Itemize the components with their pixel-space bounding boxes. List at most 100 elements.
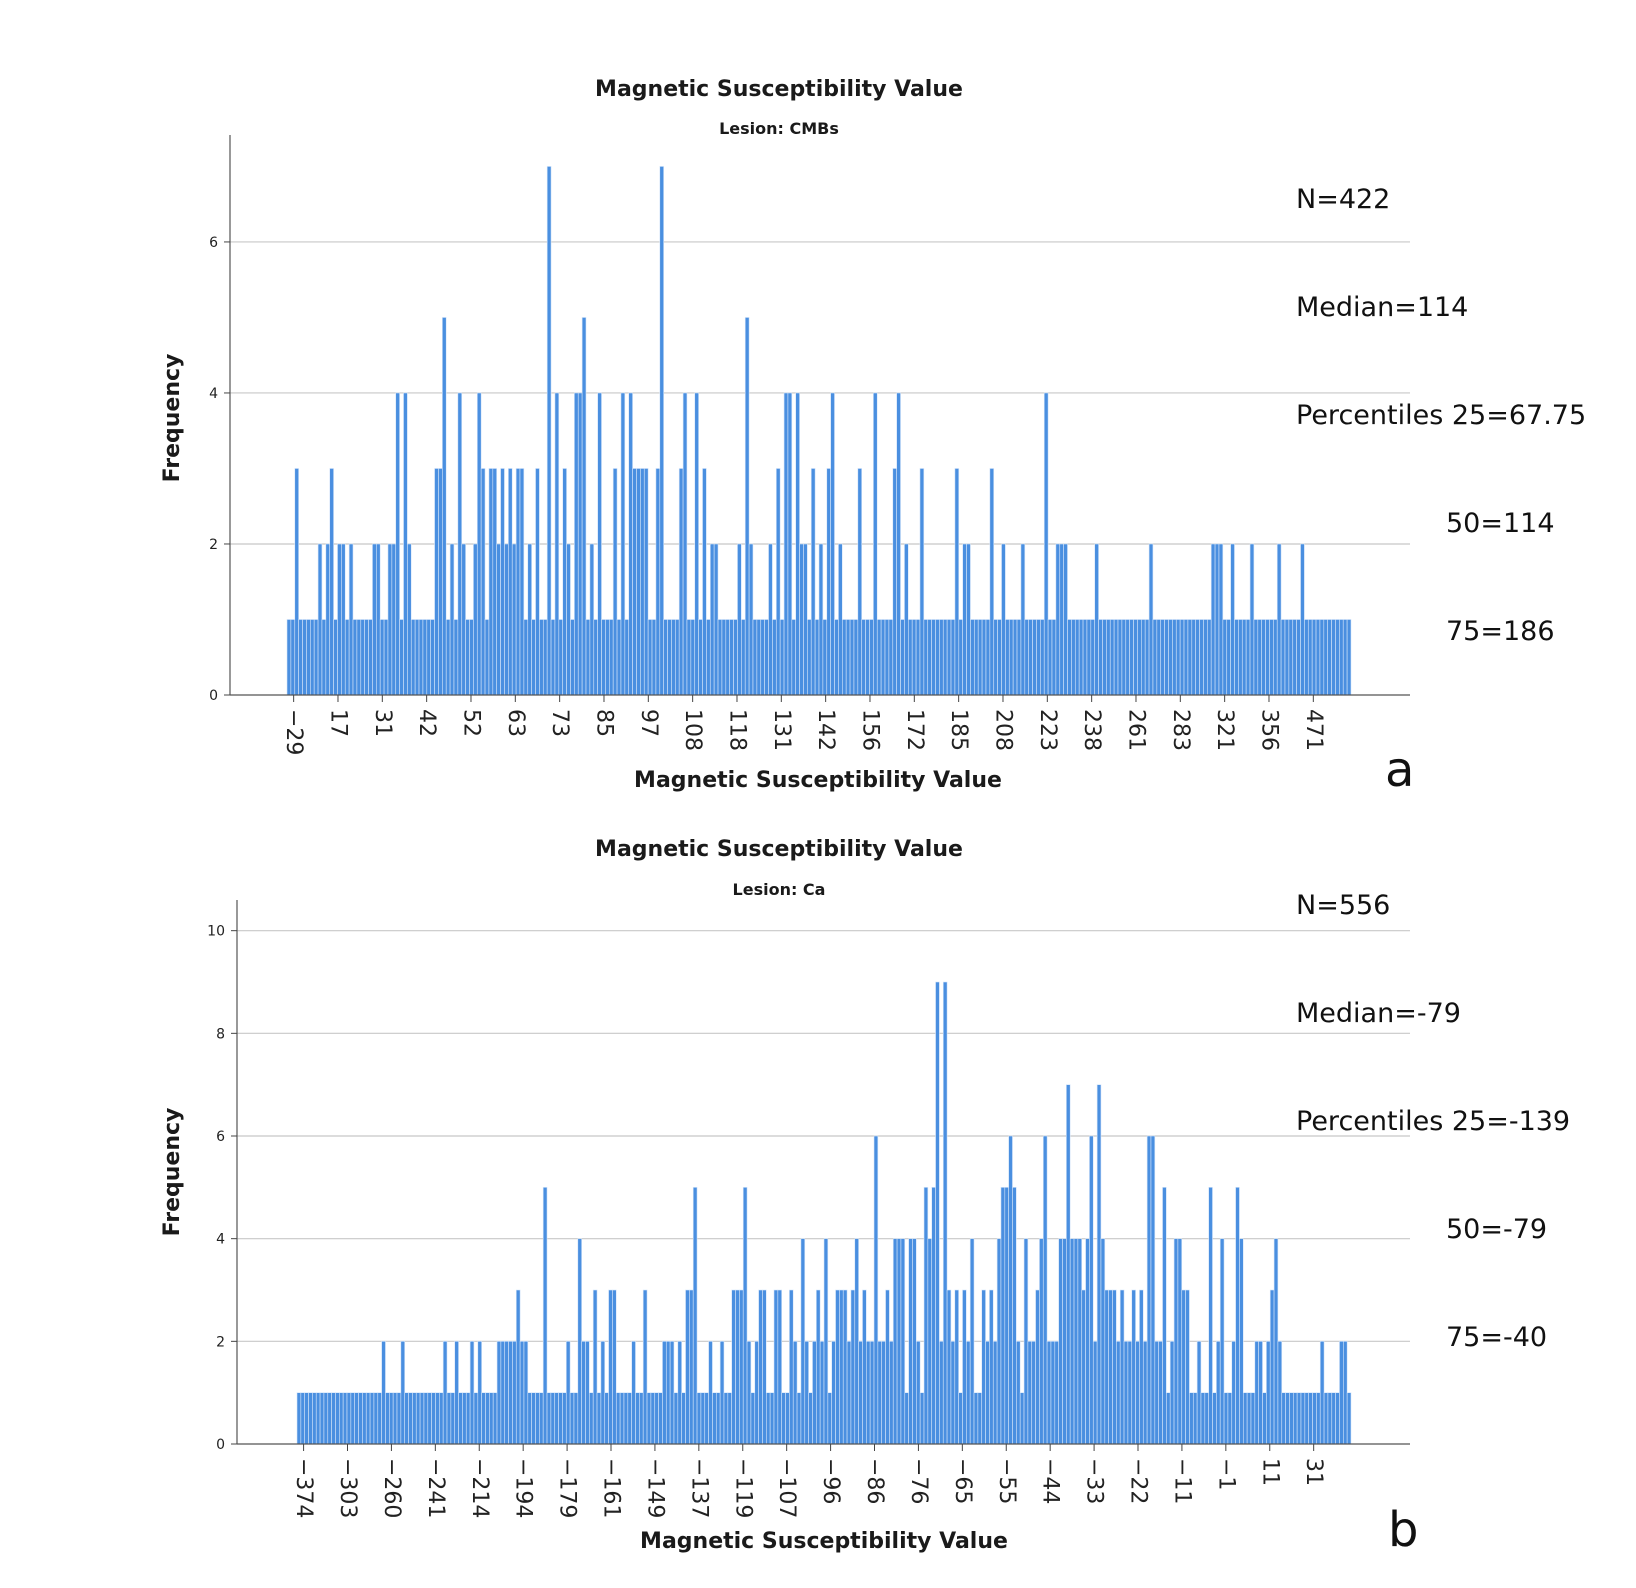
histogram-bar [1106,619,1111,696]
histogram-bar [339,1392,344,1445]
x-tick-label: 52 [458,709,483,737]
histogram-bar [686,619,692,696]
histogram-bar [814,619,820,696]
histogram-bar [977,1392,983,1445]
histogram-bar [313,619,319,696]
x-tick-label: 31 [1301,1458,1326,1486]
histogram-bar [415,1392,421,1445]
histogram-bar [996,1238,1002,1445]
histogram-bar [795,392,800,696]
histogram-bar [597,392,602,696]
histogram-bar [704,1392,709,1445]
histogram-bar [727,1392,732,1445]
histogram-bar [873,392,878,696]
histogram-bar [850,1289,856,1445]
histogram-bar [1142,1341,1148,1445]
histogram-bar [581,317,587,696]
histogram-bar [675,619,680,696]
histogram-bar [942,981,948,1445]
histogram-bar [1109,619,1115,696]
histogram-bar [1148,543,1154,696]
histogram-bar [1269,619,1274,696]
y-tick-label: 8 [216,1026,225,1042]
chart-b-y-ticks: 0 2 4 6 8 10 [207,924,237,1453]
histogram-bar [974,619,979,696]
histogram-bar [904,543,909,696]
histogram-bar [344,619,350,696]
histogram-bar [325,543,331,696]
histogram-bar [768,543,773,696]
histogram-bar [869,1341,875,1445]
histogram-bar [333,619,338,696]
histogram-bar [1293,1392,1298,1445]
histogram-bar [858,1341,863,1445]
histogram-bar [403,392,408,696]
histogram-bar [442,1341,448,1445]
histogram-bar [908,619,913,696]
histogram-bar [465,1392,471,1445]
histogram-bar [900,1238,906,1445]
histogram-bar [1112,1289,1117,1445]
histogram-bar [1096,1084,1102,1445]
x-tick-label: −161 [599,1458,624,1518]
histogram-bar [1288,619,1294,696]
histogram-bar [396,1392,402,1445]
histogram-bar [1183,619,1189,696]
histogram-bar [399,619,404,696]
histogram-bar [511,543,517,696]
histogram-bar [715,1392,721,1445]
histogram-bar [1238,619,1243,696]
histogram-bar [612,468,618,696]
histogram-bar [454,1341,459,1445]
histogram-bar [1277,1341,1283,1445]
histogram-bar [1008,1135,1013,1445]
histogram-bar [473,543,478,696]
histogram-bar [354,1392,359,1445]
histogram-bar [346,1392,352,1445]
histogram-bar [306,619,311,696]
histogram-bar [302,619,307,696]
histogram-bar [369,1392,375,1445]
histogram-bar [383,619,389,696]
histogram-bar [973,1392,979,1445]
histogram-bar [461,543,466,696]
histogram-bar [362,1392,367,1445]
histogram-bar [1308,1392,1313,1445]
histogram-bar [558,1392,563,1445]
histogram-bar [1200,1392,1206,1445]
histogram-bar [1269,1289,1275,1445]
histogram-bar [1050,1341,1056,1445]
histogram-bar [1129,619,1134,696]
histogram-bar [426,619,431,696]
histogram-bar [654,1392,659,1445]
histogram-bar [866,1341,871,1445]
histogram-bar [839,1289,844,1445]
histogram-bar [1257,619,1262,696]
chart-b-x-ticks: −374 −303 −260 −241 −214 −194 −179 −161 −149 −137… [291,1444,1326,1518]
histogram-bar [1304,1392,1309,1445]
histogram-bar [673,1392,679,1445]
histogram-bar [1054,1341,1059,1445]
histogram-bar [729,619,734,696]
histogram-bar [356,619,362,696]
histogram-bar [834,619,839,696]
histogram-bar [655,468,661,696]
histogram-bar [504,1341,509,1445]
histogram-bar [1168,619,1173,696]
histogram-bar [997,619,1002,696]
histogram-bar [1042,1135,1048,1445]
chart-b-x-axis-label: Magnetic Susceptibility Value [640,1529,1008,1554]
histogram-bar [565,1341,571,1445]
histogram-bar [445,619,451,696]
histogram-bar [615,1392,621,1445]
histogram-bar [434,468,439,696]
histogram-bar [1249,543,1255,696]
histogram-bar [481,1392,486,1445]
x-tick-label: −119 [730,1458,755,1518]
x-tick-label: −107 [774,1458,799,1518]
histogram-bar [1117,619,1123,696]
histogram-bar [1156,619,1162,696]
histogram-bar [725,619,730,696]
histogram-bar [419,1392,425,1445]
histogram-bar [1219,1238,1225,1445]
